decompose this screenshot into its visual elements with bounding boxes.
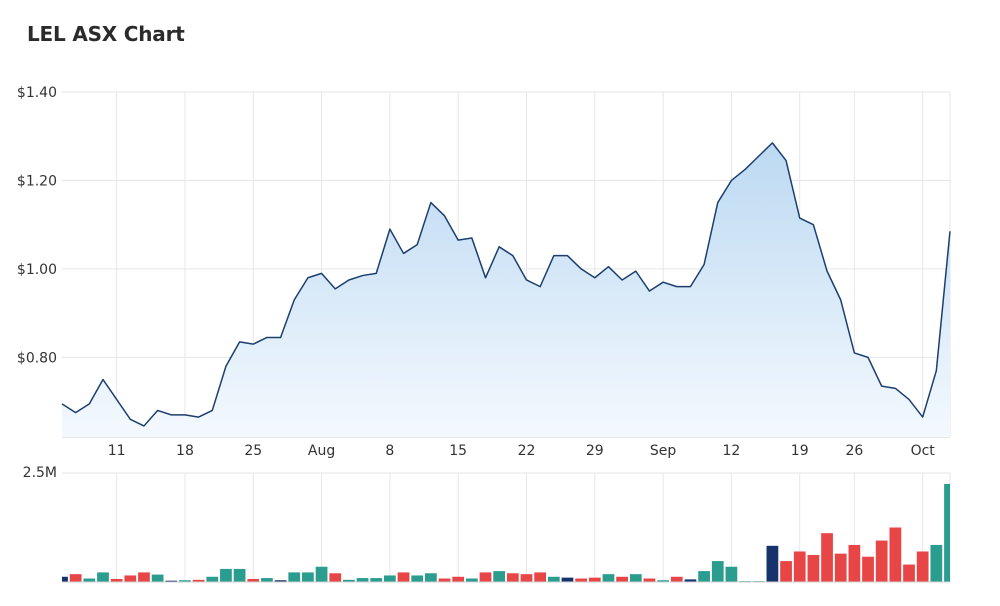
volume-bar xyxy=(124,575,137,582)
date-tick-label: Sep xyxy=(650,443,677,459)
volume-bar xyxy=(62,576,68,582)
price-tick-label: $0.80 xyxy=(17,350,57,366)
volume-bar xyxy=(711,561,724,582)
price-area-fill xyxy=(62,142,950,437)
volume-bar xyxy=(780,561,792,582)
volume-bar xyxy=(616,576,628,582)
volume-bar xyxy=(889,527,902,582)
date-tick-label: 26 xyxy=(845,443,863,459)
price-tick-label: $1.40 xyxy=(17,85,57,101)
price-line xyxy=(61,142,951,427)
volume-bar xyxy=(561,577,574,582)
volume-bar xyxy=(602,574,615,582)
volume-bar xyxy=(274,580,287,582)
volume-bar xyxy=(302,572,314,582)
date-tick-label: 19 xyxy=(791,443,809,459)
volume-bar xyxy=(575,578,588,582)
volume-bar xyxy=(670,576,683,582)
volume-bar xyxy=(97,572,109,582)
chart-title: LEL ASX Chart xyxy=(27,22,185,46)
price-tick-label: $1.00 xyxy=(17,262,57,278)
volume-bar xyxy=(233,568,246,582)
volume-bar xyxy=(206,576,219,582)
volume-bar xyxy=(138,572,150,582)
volume-bar xyxy=(397,572,410,582)
date-axis-labels: 11 18 25 Aug 8 15 22 29 Sep 12 19 26 Oct xyxy=(108,443,936,459)
price-tick-label: $1.20 xyxy=(17,173,57,189)
volume-bar xyxy=(643,578,656,582)
volume-bar xyxy=(766,545,779,582)
volume-bar xyxy=(438,578,451,582)
volume-bar xyxy=(315,566,328,582)
volume-bar xyxy=(179,580,191,582)
volume-bar xyxy=(384,575,396,582)
date-tick-label: Oct xyxy=(911,443,936,459)
price-series-line xyxy=(61,142,951,427)
volume-bar xyxy=(848,544,861,582)
volume-axis: 2.5M xyxy=(23,465,57,481)
volume-bar xyxy=(220,568,232,582)
volume-bar xyxy=(629,574,642,582)
volume-bar xyxy=(356,578,369,582)
volume-bar xyxy=(698,571,710,582)
volume-bar xyxy=(69,574,82,582)
volume-bar xyxy=(875,540,888,582)
date-tick-label: 22 xyxy=(518,443,536,459)
volume-bar xyxy=(110,578,123,582)
volume-bars xyxy=(62,483,950,583)
volume-bar xyxy=(261,578,273,582)
volume-bar xyxy=(930,544,943,582)
volume-bar xyxy=(944,483,950,582)
volume-bar xyxy=(83,578,96,582)
volume-bar xyxy=(288,572,301,582)
volume-bar xyxy=(534,572,547,582)
price-axis-labels: $1.40 $1.20 $1.00 $0.80 xyxy=(17,85,57,366)
volume-bar xyxy=(588,577,601,582)
volume-bar xyxy=(862,556,874,582)
volume-bar xyxy=(465,578,478,582)
price-area xyxy=(62,142,950,437)
volume-max-label: 2.5M xyxy=(23,465,57,481)
volume-bar xyxy=(520,574,533,582)
volume-bar xyxy=(452,576,465,582)
volume-bar xyxy=(903,564,915,582)
volume-bar xyxy=(506,573,519,582)
date-tick-label: 8 xyxy=(385,443,394,459)
date-tick-label: 29 xyxy=(586,443,604,459)
volume-bar xyxy=(247,578,260,582)
volume-bar xyxy=(424,573,437,582)
volume-bar xyxy=(370,578,383,582)
date-tick-label: 25 xyxy=(244,443,262,459)
volume-bar xyxy=(479,572,492,582)
volume-bar xyxy=(725,566,738,582)
volume-bar xyxy=(657,580,669,582)
volume-bar xyxy=(821,533,833,582)
date-tick-label: 18 xyxy=(176,443,194,459)
date-tick-label: 15 xyxy=(449,443,467,459)
volume-bar xyxy=(165,580,178,582)
date-tick-label: 12 xyxy=(723,443,741,459)
volume-bar xyxy=(151,574,164,582)
volume-bar xyxy=(329,573,342,582)
volume-bar xyxy=(684,579,697,582)
volume-bar xyxy=(793,551,806,582)
volume-bar xyxy=(807,554,820,582)
volume-bar xyxy=(192,579,205,582)
volume-bar xyxy=(547,576,560,582)
volume-bar xyxy=(343,579,355,582)
volume-bar xyxy=(411,575,424,582)
volume-bar xyxy=(834,553,847,582)
volume-bar xyxy=(493,571,506,582)
volume-bar xyxy=(916,551,929,582)
date-tick-label: 11 xyxy=(108,443,126,459)
date-tick-label: Aug xyxy=(308,443,335,459)
